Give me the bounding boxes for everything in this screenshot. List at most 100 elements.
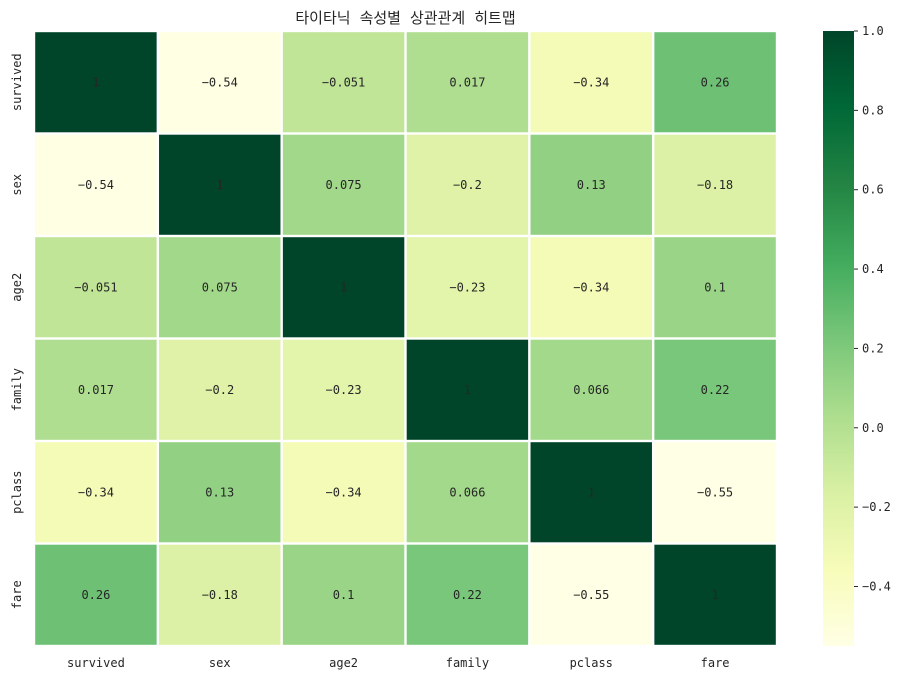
heatmap-cell bbox=[530, 544, 652, 645]
cell-annotation: 0.22 bbox=[701, 383, 730, 397]
heatmap-cell bbox=[406, 544, 529, 645]
colorbar-tick-label: −0.4 bbox=[862, 579, 891, 593]
cell-annotation: −0.54 bbox=[78, 178, 114, 192]
heatmap-cell bbox=[406, 442, 529, 543]
cell-annotation: 0.26 bbox=[701, 75, 730, 89]
heatmap-cell bbox=[159, 442, 281, 543]
cell-annotation: 0.1 bbox=[704, 280, 726, 294]
heatmap-cell bbox=[406, 237, 529, 338]
y-tick-label: pclass bbox=[10, 471, 24, 514]
cell-annotation: 0.1 bbox=[333, 588, 355, 602]
heatmap-cell bbox=[282, 134, 405, 235]
cell-annotation: −0.55 bbox=[697, 485, 733, 499]
cell-annotation: −0.051 bbox=[322, 75, 365, 89]
heatmap-cell bbox=[159, 339, 281, 440]
heatmap-cell bbox=[406, 32, 529, 133]
heatmap-cell bbox=[654, 339, 776, 440]
y-tick-label: age2 bbox=[10, 273, 24, 302]
heatmap-cell bbox=[654, 442, 776, 543]
heatmap-cell bbox=[35, 339, 157, 440]
x-tick-label: survived bbox=[67, 656, 125, 670]
colorbar bbox=[823, 31, 854, 646]
cell-annotation: −0.34 bbox=[326, 485, 362, 499]
heatmap-cell bbox=[530, 442, 652, 543]
cell-annotation: 0.13 bbox=[577, 178, 606, 192]
cell-annotation: 1 bbox=[92, 75, 99, 89]
cell-annotation: 0.075 bbox=[202, 280, 238, 294]
chart-title: 타이타닉 속성별 상관관계 히트맵 bbox=[295, 9, 515, 27]
heatmap-cell bbox=[35, 544, 157, 645]
cell-annotation: 1 bbox=[464, 383, 471, 397]
y-tick-label: family bbox=[10, 368, 24, 411]
heatmap-cell bbox=[654, 544, 776, 645]
heatmap-cell bbox=[654, 237, 776, 338]
heatmap-cell bbox=[159, 544, 281, 645]
cell-annotation: −0.051 bbox=[74, 280, 117, 294]
colorbar-tick-label: 0.4 bbox=[862, 262, 884, 276]
colorbar-tick-label: 0.6 bbox=[862, 183, 884, 197]
cell-annotation: 0.075 bbox=[326, 178, 362, 192]
heatmap-cell bbox=[282, 442, 405, 543]
heatmap-cell bbox=[282, 237, 405, 338]
cell-annotation: 0.017 bbox=[78, 383, 114, 397]
heatmap-cell bbox=[35, 32, 157, 133]
colorbar-tick-label: 1.0 bbox=[862, 24, 884, 38]
x-tick-label: sex bbox=[209, 656, 231, 670]
heatmap-cell bbox=[654, 134, 776, 235]
heatmap-cell bbox=[35, 442, 157, 543]
cell-annotation: −0.18 bbox=[697, 178, 733, 192]
x-tick-label: pclass bbox=[570, 656, 613, 670]
cell-annotation: 0.26 bbox=[81, 588, 110, 602]
colorbar-tick-label: 0.2 bbox=[862, 341, 884, 355]
cell-annotation: −0.2 bbox=[453, 178, 482, 192]
heatmap-cell bbox=[35, 134, 157, 235]
cell-annotation: 0.066 bbox=[573, 383, 609, 397]
heatmap-cell bbox=[530, 237, 652, 338]
y-tick-label: fare bbox=[10, 580, 24, 609]
cell-annotation: −0.54 bbox=[202, 75, 238, 89]
heatmap-cell bbox=[530, 32, 652, 133]
cell-annotation: −0.34 bbox=[573, 280, 609, 294]
cell-annotation: −0.34 bbox=[573, 75, 609, 89]
cell-annotation: −0.2 bbox=[205, 383, 234, 397]
y-tick-label: sex bbox=[10, 174, 24, 196]
heatmap-annotations: 1 −0.54 −0.051 0.017 −0.34 0.26 −0.54 1 0.075 −0.… bbox=[74, 75, 733, 602]
cell-annotation: −0.55 bbox=[573, 588, 609, 602]
colorbar-tick-labels: 1.0 0.8 0.6 0.4 0.2 0.0 −0.2 −0.4 bbox=[854, 24, 891, 593]
cell-annotation: −0.34 bbox=[78, 485, 114, 499]
heatmap-cell bbox=[530, 339, 652, 440]
heatmap-cell bbox=[35, 237, 157, 338]
y-tick-label: survived bbox=[10, 53, 24, 111]
cell-annotation: −0.23 bbox=[326, 383, 362, 397]
heatmap-cell bbox=[282, 544, 405, 645]
cell-annotation: −0.18 bbox=[202, 588, 238, 602]
heatmap-cell bbox=[159, 237, 281, 338]
heatmap-cell bbox=[530, 134, 652, 235]
cell-annotation: 1 bbox=[340, 280, 347, 294]
colorbar-tick-label: 0.0 bbox=[862, 421, 884, 435]
cell-annotation: 0.017 bbox=[449, 75, 485, 89]
heatmap-cell bbox=[282, 339, 405, 440]
cell-annotation: 0.22 bbox=[453, 588, 482, 602]
heatmap-cell bbox=[406, 134, 529, 235]
colorbar-tick-label: 0.8 bbox=[862, 103, 884, 117]
cell-annotation: 0.066 bbox=[449, 485, 485, 499]
cell-annotation: 1 bbox=[216, 178, 223, 192]
colorbar-tick-label: −0.2 bbox=[862, 500, 891, 514]
heatmap-cell bbox=[159, 32, 281, 133]
heatmap-cell bbox=[282, 32, 405, 133]
cell-annotation: 0.13 bbox=[205, 485, 234, 499]
heatmap-cell bbox=[654, 32, 776, 133]
heatmap-cell bbox=[406, 339, 529, 440]
x-tick-label: age2 bbox=[329, 656, 358, 670]
x-tick-label: fare bbox=[701, 656, 730, 670]
heatmap-cells bbox=[35, 32, 776, 645]
cell-annotation: 1 bbox=[588, 485, 595, 499]
y-axis-tick-labels: survived sex age2 family pclass fare bbox=[10, 53, 24, 609]
x-tick-label: family bbox=[446, 656, 489, 670]
cell-annotation: 1 bbox=[711, 588, 718, 602]
heatmap-cell bbox=[159, 134, 281, 235]
cell-annotation: −0.23 bbox=[449, 280, 485, 294]
x-axis-tick-labels: survived sex age2 family pclass fare bbox=[67, 656, 730, 670]
